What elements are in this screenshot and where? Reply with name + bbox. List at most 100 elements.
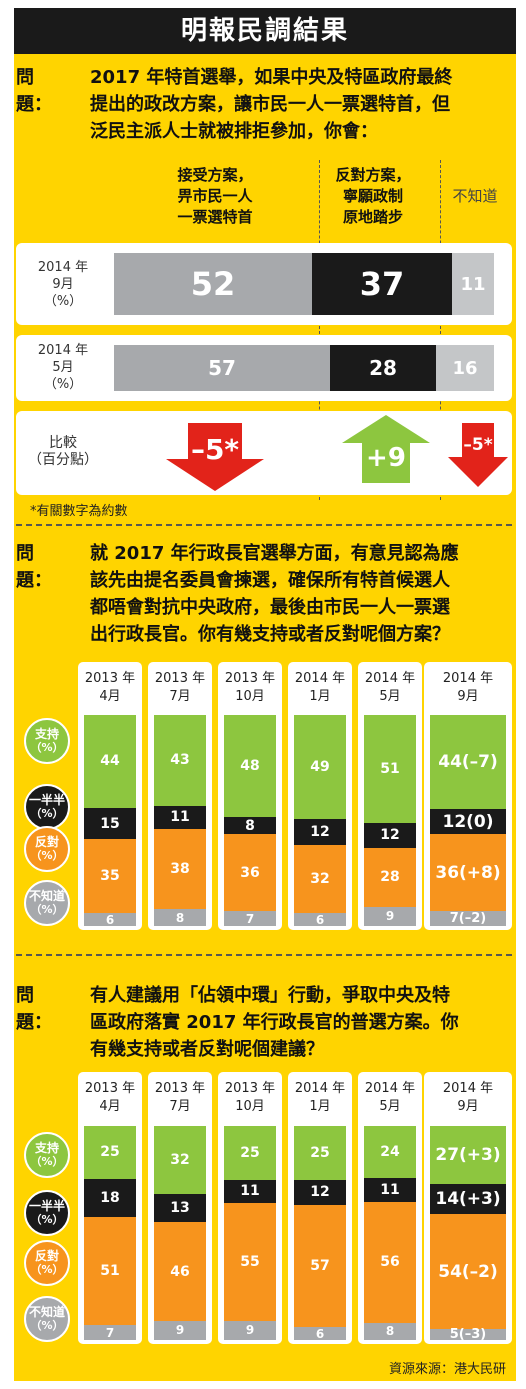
bar-segment-support: 49 — [294, 715, 346, 820]
change-accept: –5* — [190, 433, 240, 466]
bar-accept: 52 — [114, 253, 312, 315]
legend-bubble-unknown: 不知道 （%） — [24, 880, 70, 926]
bar-segment-unknown: 5(–3) — [430, 1327, 506, 1342]
bar-segment-unknown: 6 — [294, 1327, 346, 1341]
column-header-oppose: 反對方案， 寧願政制 原地踏步 — [318, 165, 428, 228]
question-line: 就 2017 年行政長官選舉方面，有意見認為應 — [90, 543, 459, 564]
divider — [319, 160, 320, 500]
column-card: 2014 年 5月 51 12 28 9 — [358, 662, 422, 930]
bar-segment-oppose: 46 — [154, 1222, 206, 1321]
question-line: 泛民主派人士就被排拒參加，你會： — [90, 121, 378, 142]
question-line: 2017 年特首選舉，如果中央及特區政府最終 — [90, 67, 453, 88]
bar-segment-support: 32 — [154, 1126, 206, 1195]
bar-segment-half: 8 — [224, 817, 276, 835]
bar-segment-oppose: 38 — [154, 828, 206, 910]
row-compare: 比較 （百分點） –5* +9 –5* — [16, 411, 512, 495]
arrow-down-icon — [166, 423, 264, 491]
bar-segment-support: 51 — [364, 715, 416, 823]
row-2014-sep: 2014 年 9月 （%） 52 37 11 — [16, 243, 512, 325]
question-line: 區政府落實 2017 年行政長官的普選方案。你 — [90, 1012, 459, 1033]
column-card: 2014 年 1月 49 12 32 6 — [288, 662, 352, 930]
row-label: 2014 年 5月 （%） — [16, 342, 110, 393]
bar-segment-half: 12 — [294, 1179, 346, 1206]
column-month: 1月 — [309, 689, 331, 704]
column-card: 2014 年 5月 24 11 56 8 — [358, 1072, 422, 1344]
column-month: 9月 — [457, 689, 479, 704]
bar-segment-unknown: 7 — [84, 1325, 136, 1340]
bar-segment-half: 13 — [154, 1194, 206, 1223]
legend-unit: （%） — [30, 807, 64, 820]
bar-oppose: 37 — [312, 253, 452, 315]
legend-bubble-support: 支持 （%） — [24, 718, 70, 764]
bar-segment-unknown: 9 — [224, 1320, 276, 1340]
arrow-down-icon — [448, 423, 508, 487]
row-label-line: （%） — [43, 377, 83, 392]
question-line: 出行政長官。你有幾支持或者反對呢個方案？ — [90, 624, 450, 645]
arrow-up-icon — [342, 415, 430, 483]
row-label-line: 9月 — [52, 277, 74, 292]
legend-name: 一半半 — [28, 1199, 65, 1213]
legend-unit: （%） — [30, 1263, 64, 1276]
column-month: 10月 — [235, 689, 265, 704]
bar-segment-oppose: 56 — [364, 1201, 416, 1323]
column-card: 2013 年 10月 48 8 36 7 — [218, 662, 282, 930]
bar-segment-oppose: 57 — [294, 1205, 346, 1328]
column-year: 2013 年 — [154, 1081, 206, 1096]
column-header-accept: 接受方案， 畀市民一人 一票選特首 — [140, 165, 290, 228]
bar-segment-unknown: 7 — [224, 911, 276, 926]
bar-segment-oppose: 28 — [364, 847, 416, 907]
bar-segment-oppose: 32 — [294, 845, 346, 914]
bar-segment-oppose: 55 — [224, 1203, 276, 1321]
column-year: 2013 年 — [224, 671, 276, 686]
footnote: *有關數字為約數 — [30, 504, 128, 519]
column-month: 7月 — [169, 1099, 191, 1114]
column-card: 2013 年 7月 43 11 38 8 — [148, 662, 212, 930]
header-line: 一票選特首 — [177, 208, 253, 226]
row-label-line: （%） — [43, 294, 83, 309]
bar-segment-half: 12 — [294, 819, 346, 845]
legend-unit: （%） — [30, 1155, 64, 1168]
question-label: 問題： — [16, 543, 52, 591]
row-label: 2014 年 9月 （%） — [16, 259, 110, 310]
bar-segment-half: 11 — [224, 1179, 276, 1204]
legend-name: 一半半 — [28, 793, 65, 807]
bar-segment-support: 25 — [294, 1126, 346, 1180]
change-arrows — [166, 415, 508, 491]
row-label-line: 比較 — [49, 435, 77, 451]
column-month: 10月 — [235, 1099, 265, 1114]
column-year: 2013 年 — [154, 671, 206, 686]
column-card: 2014 年 9月 44(–7) 12(0) 36(+8) 7(–2) — [424, 662, 512, 930]
bar-segment-half: 14(+3) — [430, 1183, 506, 1214]
bar-segment-unknown: 9 — [364, 907, 416, 926]
row-label-line: （百分點） — [28, 452, 98, 468]
change-oppose: +9 — [366, 443, 406, 473]
column-year: 2014 年 — [442, 671, 494, 686]
section-divider — [16, 954, 512, 956]
question-line: 該先由提名委員會揀選，確保所有特首候選人 — [90, 570, 450, 591]
bar-segment-unknown: 8 — [154, 909, 206, 926]
bar-accept: 57 — [114, 345, 330, 391]
bar-segment-unknown: 6 — [294, 913, 346, 927]
column-year: 2014 年 — [294, 1081, 346, 1096]
bar-segment-unknown: 8 — [364, 1322, 416, 1340]
header-line: 寧願政制 — [342, 187, 403, 205]
legend-name: 支持 — [34, 1141, 59, 1155]
bar-segment-support: 44(–7) — [430, 715, 506, 809]
bar-segment-support: 48 — [224, 715, 276, 818]
bar-segment-support: 25 — [224, 1126, 276, 1180]
legend-name: 反對 — [34, 835, 59, 849]
bar-segment-unknown: 6 — [84, 913, 136, 927]
column-year: 2014 年 — [364, 1081, 416, 1096]
bar-segment-half: 18 — [84, 1178, 136, 1218]
question-label: 問題： — [16, 985, 52, 1033]
legend-unit: （%） — [30, 1213, 64, 1226]
legend-unit: （%） — [30, 741, 64, 754]
bar-segment-oppose: 54(–2) — [430, 1213, 506, 1330]
source-credit: 資源來源：港大民研 — [388, 1362, 506, 1377]
column-year: 2014 年 — [294, 671, 346, 686]
bar-segment-half: 11 — [154, 805, 206, 829]
legend-bubble-oppose: 反對 （%） — [24, 826, 70, 872]
row-label-line: 2014 年 — [37, 343, 89, 358]
legend-unit: （%） — [30, 849, 64, 862]
question-label: 問題： — [16, 67, 52, 115]
